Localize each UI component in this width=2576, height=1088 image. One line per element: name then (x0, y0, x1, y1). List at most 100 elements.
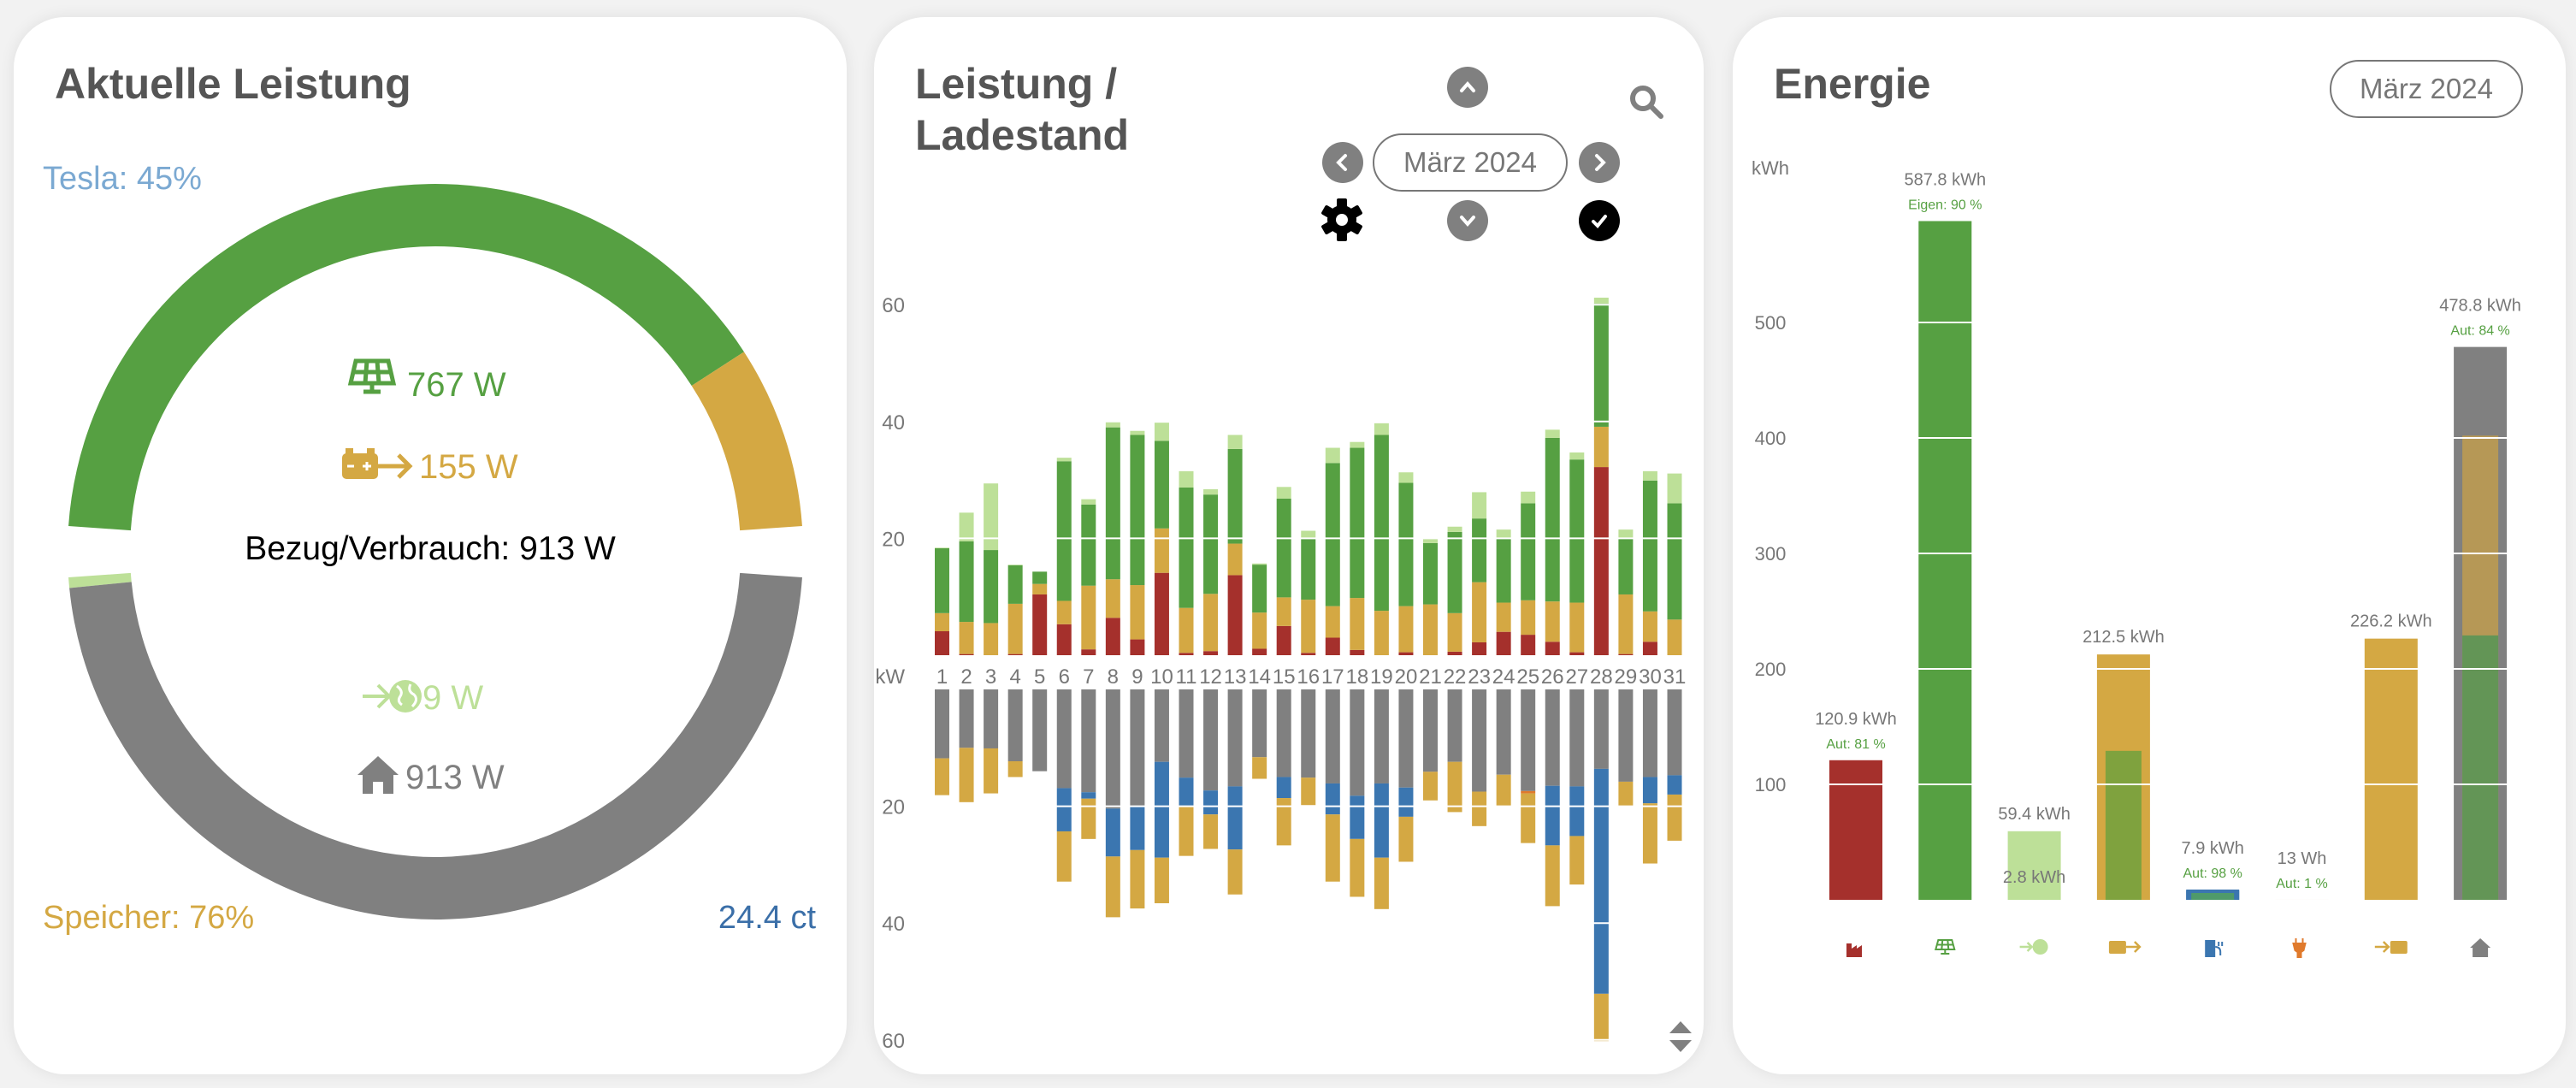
bar-segment-speicher-laden[interactable] (1081, 798, 1096, 839)
bar-segment-haus[interactable] (959, 689, 974, 748)
bar-segment-pv[interactable] (1203, 494, 1219, 594)
bar-segment-pv-einspeisung[interactable] (1179, 470, 1194, 488)
bar-segment-netzbezug[interactable] (1569, 652, 1585, 655)
bar-segment-speicher[interactable] (1593, 426, 1609, 468)
bar-segment-pv-einspeisung[interactable] (1252, 563, 1267, 565)
bar-segment-speicher-laden[interactable] (1521, 793, 1536, 843)
bar-segment-speicher[interactable] (1154, 528, 1169, 573)
bar-segment-speicher-laden[interactable] (1667, 794, 1682, 841)
bar-segment-pv-einspeisung[interactable] (1325, 447, 1340, 464)
bar-segment-pv[interactable] (1374, 435, 1389, 612)
bar-segment-haus[interactable] (1056, 689, 1072, 789)
bar-segment-wallbox[interactable] (1130, 805, 1145, 850)
bar-segment-speicher-laden[interactable] (1398, 816, 1414, 862)
bar-segment-speicher[interactable] (1252, 612, 1267, 649)
bar-segment-pv-einspeisung[interactable] (1105, 421, 1120, 428)
energy-bar-pv[interactable] (1918, 221, 1972, 901)
bar-segment-haus[interactable] (1593, 689, 1609, 769)
bar-segment-speicher[interactable] (959, 622, 974, 654)
bar-segment-speicher[interactable] (1325, 606, 1340, 638)
energy-bar-feed-in[interactable] (2007, 831, 2061, 900)
bar-segment-haus[interactable] (1252, 689, 1267, 758)
bar-segment-pv-einspeisung[interactable] (1350, 441, 1365, 448)
bar-segment-netzbezug[interactable] (1252, 648, 1267, 655)
bar-segment-speicher[interactable] (1179, 607, 1194, 653)
bar-segment-haus[interactable] (1618, 689, 1634, 782)
bar-segment-pv[interactable] (1130, 435, 1145, 586)
bar-segment-haus[interactable] (1081, 689, 1096, 793)
bar-segment-speicher-laden[interactable] (1618, 781, 1634, 807)
bar-segment-speicher[interactable] (1056, 600, 1072, 624)
bar-segment-speicher-laden[interactable] (1593, 993, 1609, 1042)
bar-segment-netzbezug[interactable] (1496, 631, 1511, 655)
bar-segment-pv[interactable] (1569, 459, 1585, 603)
bar-segment-pv-einspeisung[interactable] (1496, 529, 1511, 540)
zoom-search-button[interactable] (1627, 82, 1668, 123)
bar-segment-speicher-laden[interactable] (1252, 757, 1267, 779)
bar-segment-netzbezug[interactable] (1472, 642, 1487, 655)
bar-segment-netzbezug[interactable] (1618, 653, 1634, 655)
bar-segment-speicher[interactable] (1350, 598, 1365, 650)
bar-segment-haus[interactable] (1398, 689, 1414, 788)
bar-segment-pv[interactable] (1105, 427, 1120, 580)
bar-segment-haus[interactable] (1642, 689, 1657, 778)
bar-segment-haus[interactable] (1130, 689, 1145, 806)
bar-segment-pv[interactable] (1521, 503, 1536, 600)
bar-segment-speicher[interactable] (1642, 611, 1657, 642)
bar-segment-haus[interactable] (1472, 689, 1487, 792)
bar-segment-pv-einspeisung[interactable] (1423, 539, 1438, 543)
bar-segment-speicher-laden[interactable] (1545, 845, 1560, 907)
settings-button[interactable] (1319, 197, 1365, 243)
bar-segment-wallbox[interactable] (1667, 775, 1682, 795)
bar-segment-pv-einspeisung[interactable] (1398, 472, 1414, 483)
bar-segment-haus[interactable] (1350, 689, 1365, 796)
period-down-button[interactable] (1447, 200, 1488, 241)
bar-segment-pv-einspeisung[interactable] (1642, 470, 1657, 481)
bar-segment-speicher[interactable] (1472, 582, 1487, 642)
bar-segment-netzbezug[interactable] (1179, 653, 1194, 655)
bar-segment-speicher-laden[interactable] (1276, 798, 1291, 846)
bar-segment-haus[interactable] (1447, 689, 1462, 762)
bar-segment-pv[interactable] (1593, 303, 1609, 427)
bar-segment-speicher[interactable] (1007, 603, 1023, 654)
bar-segment-steckdose[interactable] (1521, 790, 1536, 794)
bar-segment-netzbezug[interactable] (1276, 625, 1291, 655)
bar-segment-speicher[interactable] (1105, 579, 1120, 618)
bar-segment-speicher[interactable] (1545, 601, 1560, 642)
bar-segment-speicher[interactable] (1447, 612, 1462, 652)
bar-segment-speicher-laden[interactable] (1496, 774, 1511, 807)
bar-segment-pv-einspeisung[interactable] (1081, 499, 1096, 505)
bar-segment-netzbezug[interactable] (1154, 572, 1169, 655)
bar-segment-speicher[interactable] (1521, 600, 1536, 636)
bar-segment-wallbox[interactable] (1227, 786, 1243, 850)
period-previous-button[interactable] (1322, 142, 1363, 183)
bar-segment-haus[interactable] (1276, 689, 1291, 778)
bar-segment-haus[interactable] (1227, 689, 1243, 787)
period-next-button[interactable] (1579, 142, 1620, 183)
bar-segment-pv[interactable] (984, 550, 999, 624)
bar-segment-pv-einspeisung[interactable] (1667, 473, 1682, 504)
bar-segment-speicher-laden[interactable] (1130, 849, 1145, 909)
energy-bar-battery-charge[interactable] (2364, 638, 2418, 900)
bar-segment-netzbezug[interactable] (1032, 594, 1048, 655)
bar-segment-netzbezug[interactable] (1350, 649, 1365, 655)
bar-segment-speicher-laden[interactable] (1374, 857, 1389, 909)
bar-segment-pv[interactable] (1447, 531, 1462, 613)
bar-segment-speicher-laden[interactable] (1472, 791, 1487, 826)
bar-segment-wallbox[interactable] (1203, 790, 1219, 815)
bar-segment-pv[interactable] (1276, 498, 1291, 598)
bar-segment-speicher[interactable] (1203, 594, 1219, 652)
bar-segment-pv-einspeisung[interactable] (1447, 526, 1462, 532)
bar-segment-speicher[interactable] (1423, 604, 1438, 655)
bar-segment-wallbox[interactable] (1545, 785, 1560, 846)
bar-segment-netzbezug[interactable] (1301, 653, 1316, 655)
bar-segment-wallbox[interactable] (1398, 787, 1414, 817)
bar-segment-wallbox[interactable] (1276, 777, 1291, 799)
bar-segment-pv[interactable] (1154, 441, 1169, 529)
bar-segment-speicher-laden[interactable] (935, 758, 949, 795)
bar-segment-pv[interactable] (1081, 504, 1096, 586)
bar-segment-speicher[interactable] (1081, 585, 1096, 650)
bar-segment-speicher[interactable] (1569, 602, 1585, 653)
energy-period-selector[interactable]: März 2024 (2330, 60, 2523, 118)
bar-segment-pv-einspeisung[interactable] (1618, 529, 1634, 538)
